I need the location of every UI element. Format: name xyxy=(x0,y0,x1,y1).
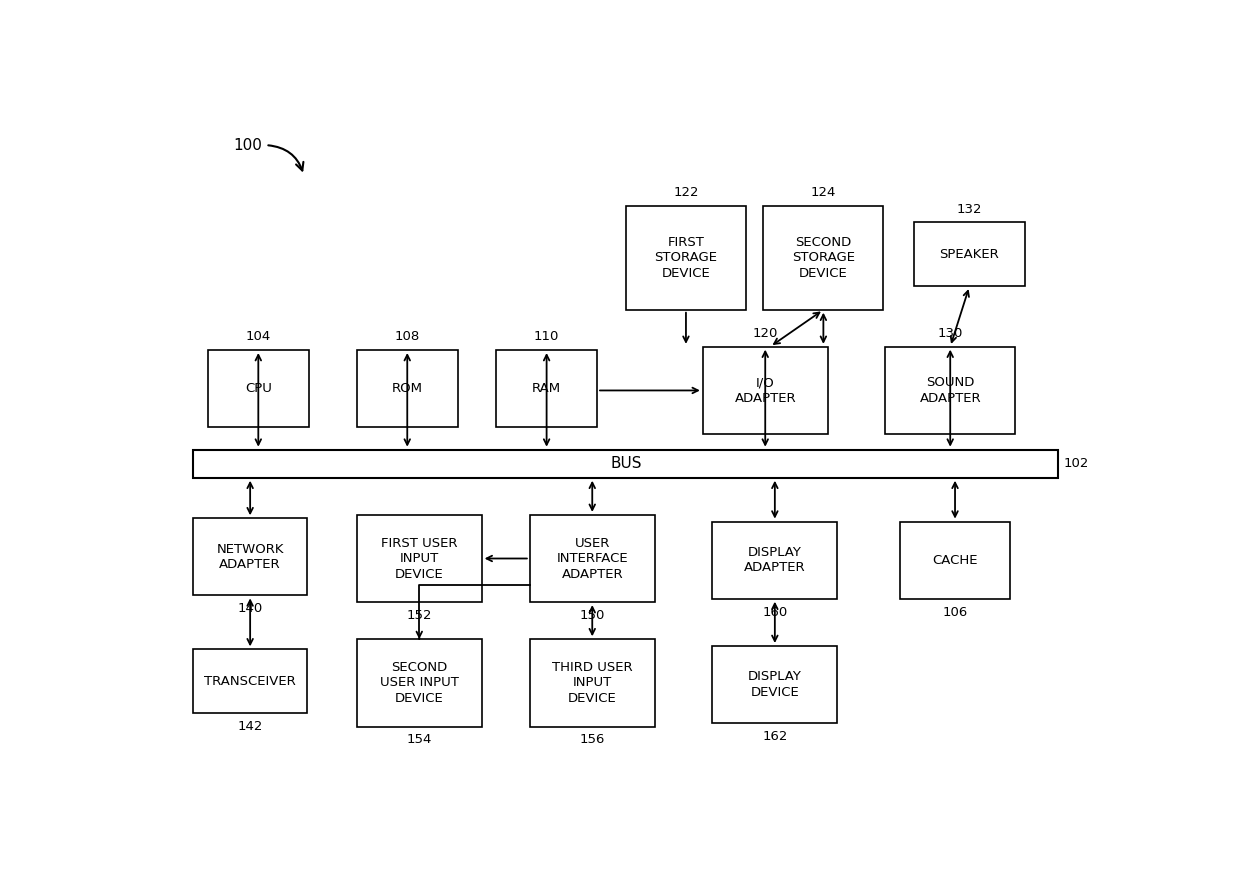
Bar xyxy=(900,521,1011,599)
Bar xyxy=(357,350,458,428)
Text: SOUND
ADAPTER: SOUND ADAPTER xyxy=(919,376,981,405)
Bar xyxy=(193,450,1058,478)
Bar xyxy=(357,639,481,726)
Text: 152: 152 xyxy=(407,609,432,622)
Text: SECOND
USER INPUT
DEVICE: SECOND USER INPUT DEVICE xyxy=(379,661,459,705)
Text: DISPLAY
DEVICE: DISPLAY DEVICE xyxy=(748,670,802,698)
Text: CACHE: CACHE xyxy=(932,553,978,567)
Bar xyxy=(712,521,837,599)
Text: 150: 150 xyxy=(579,609,605,622)
Text: CPU: CPU xyxy=(244,382,272,395)
Bar xyxy=(529,639,655,726)
Text: 154: 154 xyxy=(407,733,432,746)
Text: 130: 130 xyxy=(937,327,963,340)
Text: 124: 124 xyxy=(811,186,836,199)
Bar xyxy=(208,350,309,428)
Text: NETWORK
ADAPTER: NETWORK ADAPTER xyxy=(217,543,284,571)
Text: TRANSCEIVER: TRANSCEIVER xyxy=(205,675,296,688)
Bar xyxy=(712,646,837,723)
Bar xyxy=(764,205,883,310)
Text: USER
INTERFACE
ADAPTER: USER INTERFACE ADAPTER xyxy=(557,537,629,581)
Text: 132: 132 xyxy=(957,203,982,216)
Text: FIRST USER
INPUT
DEVICE: FIRST USER INPUT DEVICE xyxy=(381,537,458,581)
Bar xyxy=(193,519,306,595)
Text: 106: 106 xyxy=(942,606,967,619)
Bar xyxy=(914,223,1024,286)
Text: 108: 108 xyxy=(394,330,420,343)
Text: FIRST
STORAGE
DEVICE: FIRST STORAGE DEVICE xyxy=(655,236,718,279)
Text: 120: 120 xyxy=(753,327,777,340)
Text: SPEAKER: SPEAKER xyxy=(940,248,999,261)
Bar xyxy=(529,515,655,602)
Text: THIRD USER
INPUT
DEVICE: THIRD USER INPUT DEVICE xyxy=(552,661,632,705)
Text: 122: 122 xyxy=(673,186,698,199)
Text: 104: 104 xyxy=(246,330,270,343)
Text: 102: 102 xyxy=(1063,457,1089,471)
Bar xyxy=(626,205,746,310)
Bar xyxy=(193,650,306,713)
Bar xyxy=(885,347,1016,434)
Bar xyxy=(357,515,481,602)
Text: 140: 140 xyxy=(238,602,263,615)
Text: I/O
ADAPTER: I/O ADAPTER xyxy=(734,376,796,405)
Text: SECOND
STORAGE
DEVICE: SECOND STORAGE DEVICE xyxy=(792,236,854,279)
Text: ROM: ROM xyxy=(392,382,423,395)
Text: 162: 162 xyxy=(763,730,787,743)
Text: 156: 156 xyxy=(579,733,605,746)
Text: BUS: BUS xyxy=(610,457,641,471)
Text: 100: 100 xyxy=(234,138,263,153)
Text: 160: 160 xyxy=(763,606,787,619)
Bar xyxy=(703,347,828,434)
Text: 110: 110 xyxy=(534,330,559,343)
Text: 142: 142 xyxy=(237,720,263,732)
Text: DISPLAY
ADAPTER: DISPLAY ADAPTER xyxy=(744,546,806,574)
Bar xyxy=(496,350,596,428)
Text: RAM: RAM xyxy=(532,382,562,395)
